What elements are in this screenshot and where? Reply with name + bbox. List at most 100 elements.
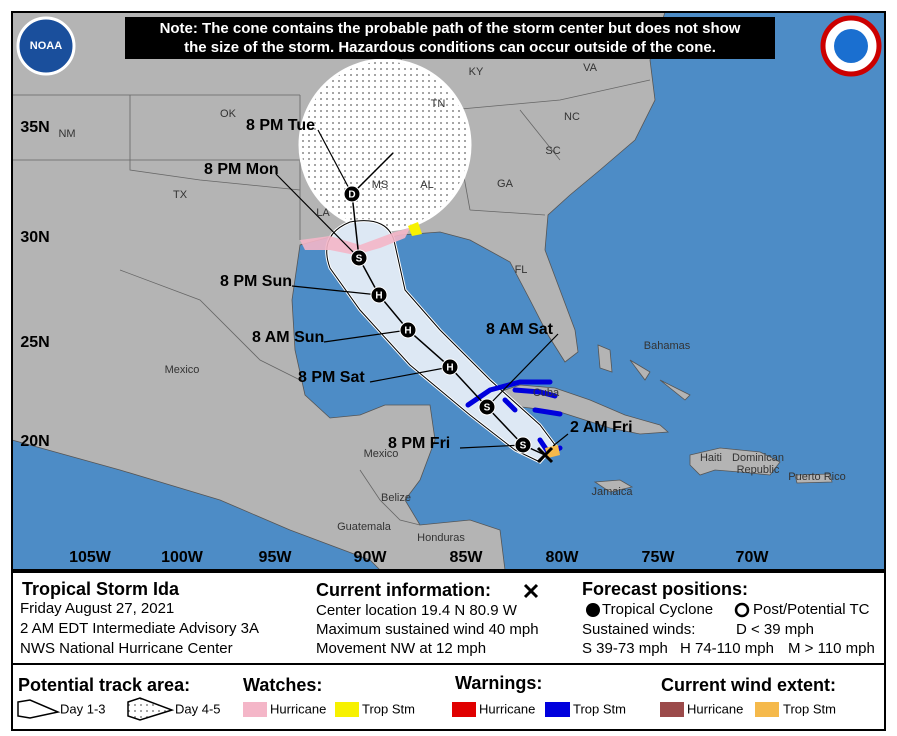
leader-line [459,444,524,449]
forecast-points: 2 AM Fri 8 PM Fri S 8 AM Sat S 8 PM Sat H 8 AM … [204,117,633,454]
wind-extent [545,445,560,458]
cone-outline [326,220,556,463]
legend-item: Day 4-5 [175,701,221,716]
forecast-item: S 39-73 mph [582,640,668,657]
legend-item: Hurricane [687,701,743,716]
forecast-symbol: H [404,326,411,337]
noaa-logo [16,16,76,76]
leader-line [486,333,559,408]
forecast-item: H 74-110 mph [680,640,774,657]
forecast-symbol: H [446,363,453,374]
latitude-label: 20N [20,433,49,450]
graticule-labels: 35N 30N 25N 20N 105W 100W 95W 90W 85W 80W 75W 70W [20,119,769,566]
longitude-label: 80W [546,549,580,566]
forecast-label: 8 AM Sun [252,329,324,346]
place-label: TX [173,189,188,201]
swatch [335,702,359,717]
place-label: Belize [381,492,411,504]
place-label: Puerto Rico [788,471,845,483]
longitude-label: 90W [354,549,388,566]
forecast-marker [350,249,368,267]
place-label: LA [316,207,330,219]
longitude-label: 75W [642,549,676,566]
info-panel [11,571,886,731]
longitude-label: 70W [736,549,770,566]
place-label: Bahamas [644,340,691,352]
latitude-label: 30N [20,229,49,246]
note-line: the size of the storm. Hazardous conditi… [184,39,716,56]
current-line: Movement NW at 12 mph [316,640,486,657]
islands [489,344,833,493]
forecast-marker [343,185,361,203]
note-line: Note: The cone contains the probable pat… [160,20,741,37]
forecast-symbol: S [356,254,363,265]
place-label: TN [431,98,446,110]
forecast-item: Post/Potential TC [753,601,870,618]
noaa-logo-text: NOAA [30,40,62,52]
place-label: NM [58,128,75,140]
nws-logo-center [834,29,868,63]
forecast-marker [514,436,532,454]
storm-line: Friday August 27, 2021 [20,600,174,617]
place-label: Cuba [533,387,560,399]
forecast-label: 8 PM Sat [298,369,365,386]
place-label: KY [469,66,484,78]
ptc-icon [734,602,750,618]
map-frame [11,11,886,571]
forecast-symbol: D [348,190,355,201]
legend-title: Current wind extent: [661,675,836,695]
longitude-label: 100W [161,549,204,566]
legend-title: Potential track area: [18,675,190,695]
place-label: FL [515,264,528,276]
tc-icon [586,603,600,617]
day45-icon [127,697,175,721]
storm-line: 2 AM EDT Intermediate Advisory 3A [20,620,259,637]
place-labels: KY VA TN NC OK NM SC MS AL GA TX LA FL Mexico Mexico Ba… [58,62,845,544]
forecast-symbol: H [375,291,382,302]
trop-storm-watch [408,222,422,236]
swatch [243,702,267,717]
legend-item: Hurricane [270,701,326,716]
current-line: Maximum sustained wind 40 mph [316,621,539,638]
leader-line [317,129,353,195]
legend-title: Warnings: [455,673,542,693]
place-label: Haiti [700,452,722,464]
current-title: Current information: [316,580,491,600]
legend-item: Day 1-3 [60,701,106,716]
place-label: Mexico [364,448,399,460]
longitude-label: 85W [450,549,484,566]
longitude-label: 105W [69,549,112,566]
leader-line [291,285,380,296]
place-label: VA [583,62,598,74]
current-line: Center location 19.4 N 80.9 W [316,602,518,619]
swatch [545,702,570,717]
forecast-symbol: S [484,403,491,414]
forecast-label: 8 PM Mon [204,161,279,178]
forecast-label: 8 PM Sun [220,273,292,290]
latitude-label: 35N [20,119,49,136]
note-box [125,17,775,59]
forecast-marker [370,286,388,304]
longitude-label: 95W [259,549,293,566]
swatch [452,702,476,717]
hurricane-watch [300,228,410,255]
forecast-label: 8 AM Sat [486,321,554,338]
place-label: NC [564,111,580,123]
legend-title: Watches: [243,675,322,695]
ocean [11,11,886,571]
place-label: Jamaica [592,486,634,498]
place-label: AL [420,179,433,191]
forecast-item: Tropical Cyclone [602,601,713,618]
current-position [536,446,554,464]
forecast-title: Forecast positions: [582,579,748,599]
storm-name: Tropical Storm Ida [22,579,180,599]
forecast-label: 8 PM Tue [246,117,315,134]
day13-icon [17,699,61,719]
place-label: Republic [737,464,780,476]
place-label: Guatemala [337,521,392,533]
leader-line [275,173,360,259]
forecast-marker [478,398,496,416]
current-icon [523,583,539,599]
place-label: Dominican [732,452,784,464]
